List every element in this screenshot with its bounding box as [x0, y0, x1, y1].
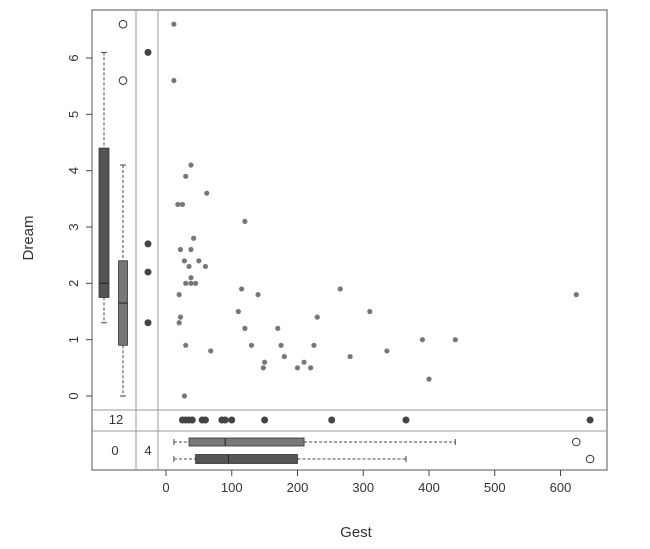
scatter-point — [183, 342, 189, 348]
y-tick-label: 3 — [66, 223, 81, 230]
missing-dream-point — [586, 416, 594, 424]
x-tick-label: 600 — [550, 480, 572, 495]
x-axis-title: Gest — [340, 524, 373, 541]
x-tick-label: 0 — [162, 480, 169, 495]
missing-gest-point — [144, 268, 152, 276]
missing-gest-point — [144, 319, 152, 327]
scatter-point — [248, 342, 255, 348]
scatter-point — [177, 246, 184, 253]
x-tick-label: 200 — [287, 480, 309, 495]
x-box — [188, 437, 305, 447]
scatter-point — [181, 393, 188, 399]
count-missing-both: 0 — [111, 443, 118, 458]
scatter-point — [573, 292, 579, 298]
scatter-point — [242, 325, 248, 331]
scatter-point — [239, 286, 245, 292]
y-axis: 0 1 2 3 4 5 6 — [66, 54, 92, 400]
scatter-point — [176, 320, 182, 326]
scatter-point — [191, 235, 197, 241]
y-tick-label: 1 — [66, 336, 81, 343]
scatter-point — [186, 263, 192, 270]
scatter-point — [384, 348, 390, 354]
x-tick-label: 100 — [221, 480, 243, 495]
y-box-outlier — [118, 19, 128, 29]
scatter-point — [262, 359, 268, 365]
scatter-point — [260, 365, 266, 371]
scatter-point — [176, 292, 182, 298]
plot-frame — [91, 9, 608, 471]
scatter-point — [202, 263, 209, 270]
scatter-point — [188, 162, 194, 168]
scatter-point — [188, 275, 194, 281]
y-tick-label: 2 — [66, 280, 81, 287]
x-box-outlier — [571, 437, 581, 447]
scatter-point — [294, 365, 301, 371]
missing-dream-point — [402, 416, 410, 424]
count-missing-gest: 4 — [144, 443, 151, 458]
y-tick-label: 6 — [66, 54, 81, 61]
scatter-point — [347, 353, 353, 360]
scatter-points — [171, 21, 579, 399]
scatter-point — [196, 258, 202, 264]
x-tick-label: 500 — [484, 480, 506, 495]
scatter-point — [281, 353, 287, 360]
x-box — [195, 454, 298, 464]
scatter-point — [311, 342, 317, 348]
missing-dream-point — [228, 416, 236, 424]
scatter-point — [188, 246, 194, 253]
scatter-point — [183, 173, 189, 179]
missing-value-markers — [144, 48, 594, 424]
missing-dream-point — [188, 416, 196, 424]
x-tick-label: 300 — [352, 480, 374, 495]
scatter-point — [426, 376, 432, 382]
scatter-point — [242, 218, 248, 224]
x-axis: 0 100 200 300 400 500 600 — [162, 470, 571, 495]
axis-labels: Gest Dream — [20, 215, 373, 541]
scatter-point — [314, 314, 320, 320]
missing-gest-point — [144, 240, 152, 248]
scatter-point — [278, 342, 284, 348]
missing-dream-point — [261, 416, 269, 424]
scatter-point — [171, 21, 177, 27]
scatter-point — [188, 280, 194, 286]
y-axis-title: Dream — [20, 215, 37, 260]
marginal-boxplots — [98, 19, 595, 464]
scatter-point — [192, 280, 199, 286]
scatter-point — [208, 348, 214, 354]
missing-gest-point — [144, 48, 152, 56]
scatter-point — [183, 280, 189, 286]
x-box-outlier — [585, 454, 595, 464]
missing-dream-point — [221, 416, 229, 424]
y-box — [98, 147, 110, 298]
y-tick-label: 4 — [66, 167, 81, 174]
missing-counts: 12 0 4 — [109, 412, 152, 458]
scatter-point — [419, 337, 426, 343]
x-tick-label: 400 — [418, 480, 440, 495]
scatter-point — [301, 359, 307, 365]
scatter-point — [175, 201, 181, 208]
y-box-outlier — [118, 76, 128, 85]
scatter-point — [204, 190, 210, 196]
y-tick-label: 5 — [66, 111, 81, 118]
outer-frame — [91, 9, 608, 471]
scatter-point — [177, 314, 184, 320]
scatter-point — [179, 201, 186, 208]
scatter-point — [367, 308, 373, 315]
scatter-point — [171, 77, 177, 84]
scatter-point — [452, 337, 458, 343]
y-tick-label: 0 — [66, 392, 81, 399]
missing-dream-point — [201, 416, 209, 424]
scatter-point — [337, 286, 343, 292]
scatter-point — [255, 292, 261, 298]
scatter-point — [275, 325, 281, 331]
missing-dream-point — [328, 416, 336, 424]
count-missing-dream: 12 — [109, 412, 123, 427]
scatter-point — [235, 308, 241, 315]
scatter-point — [308, 365, 314, 371]
scatter-point — [181, 258, 188, 264]
